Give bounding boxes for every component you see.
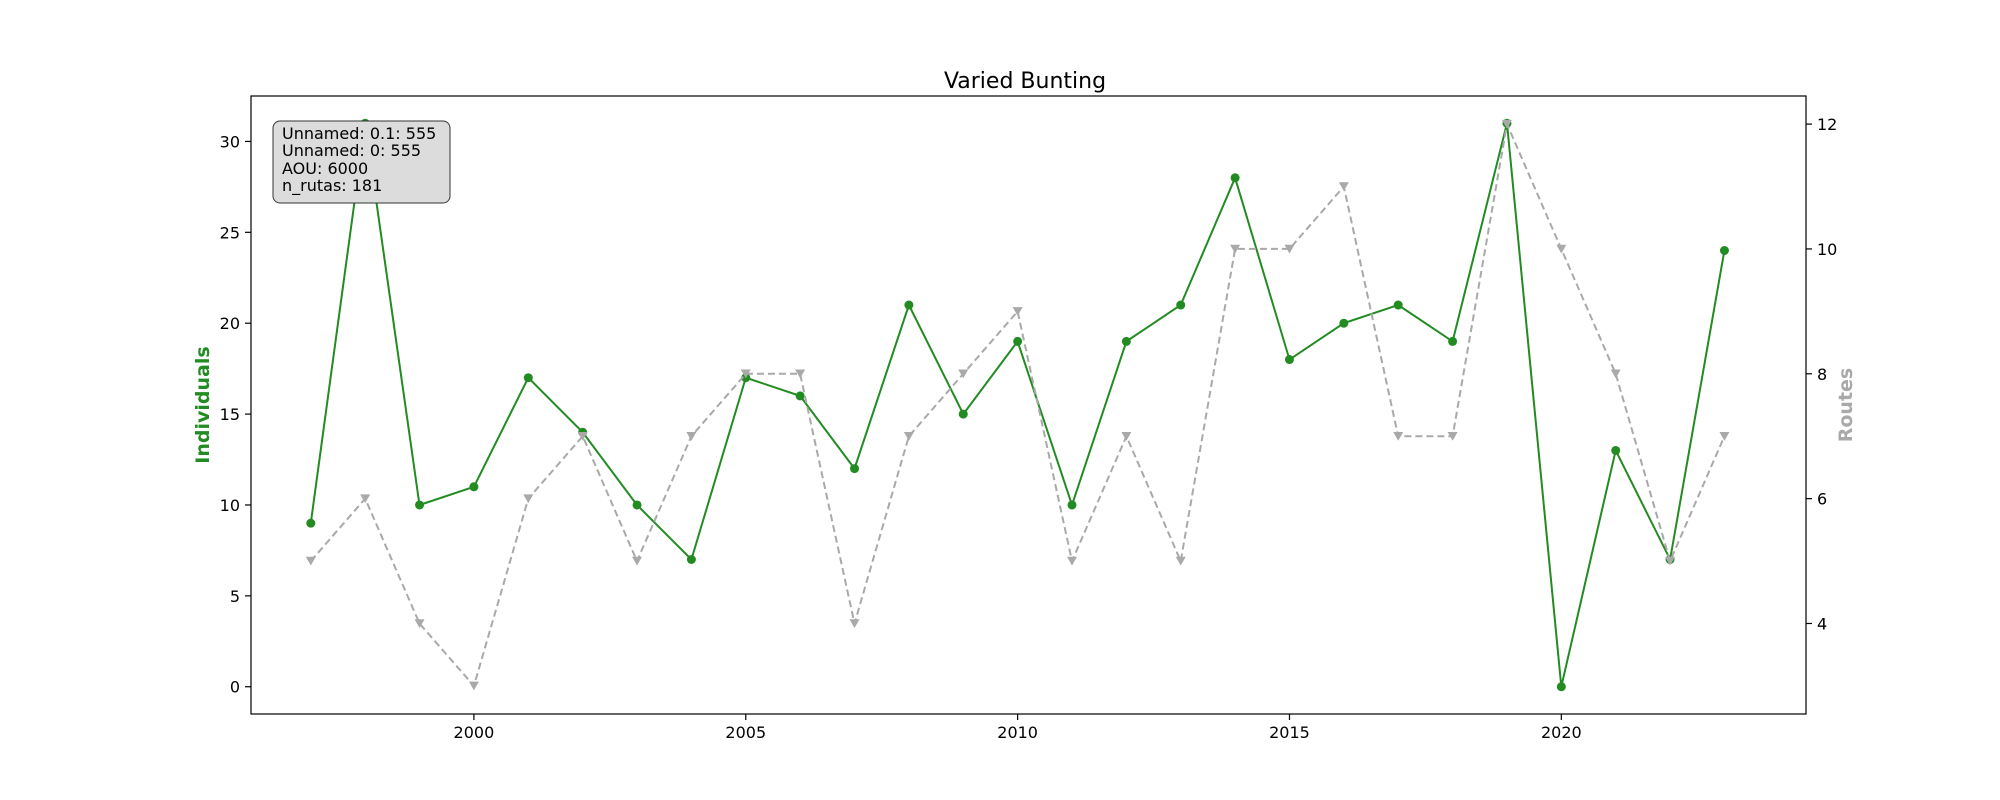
plot-frame [250,95,1807,715]
routes-point [740,369,751,379]
x-tick-label: 2000 [454,723,495,742]
individuals-point [1339,318,1349,328]
routes-point [305,556,316,566]
individuals-point [1176,300,1186,310]
individuals-point [1556,682,1566,692]
individuals-point [958,409,968,419]
y-right-tick-label: 4 [1817,614,1827,633]
individuals-point [1067,500,1077,510]
plot-area: 2000 2005 2010 2015 2020 0 5 10 15 20 25 30 4 6 8 10 12 [220,95,1837,742]
individuals-point [1013,336,1023,346]
routes-point [1447,431,1458,441]
individuals-point [904,300,914,310]
individuals-point [632,500,642,510]
y-right-tick-label: 10 [1817,240,1837,259]
individuals-series-line [309,123,1726,687]
individuals-point [1230,173,1240,183]
routes-point [1175,556,1186,566]
x-tick-label: 2015 [1269,723,1310,742]
individuals-point [523,373,533,383]
routes-point [523,494,534,504]
routes-point [958,369,969,379]
individuals-point [469,482,479,492]
routes-point [577,431,588,441]
x-tick-label: 2020 [1541,723,1582,742]
y-left-tick-label: 5 [230,587,240,606]
routes-point [1556,244,1567,254]
routes-point [632,556,643,566]
x-tick-label: 2005 [725,723,766,742]
routes-point [360,494,371,504]
routes-point [1230,244,1241,254]
individuals-point [850,464,860,474]
y-right-tick-label: 12 [1817,115,1837,134]
individuals-point [1719,246,1729,255]
y-left-tick-label: 15 [220,405,240,424]
routes-point [1012,307,1023,316]
individuals-point [1448,336,1458,346]
individuals-point [1284,355,1294,365]
individuals-point [1393,300,1403,310]
routes-series-line [310,120,1726,688]
y-left-tick-label: 20 [220,314,240,333]
routes-point [686,431,697,441]
routes-point [849,619,860,628]
routes-point [1121,431,1132,441]
y-axis-left-label: Individuals [192,346,214,463]
individuals-point [795,391,805,401]
routes-point [795,369,806,379]
y-right-tick-label: 6 [1817,490,1827,509]
routes-point [1501,119,1512,129]
routes-point [1665,556,1676,566]
info-line: Unnamed: 0.1: 555 [282,124,436,143]
info-box: Unnamed: 0.1: 555 Unnamed: 0: 555 AOU: 6… [272,120,451,204]
y-left-tick-label: 10 [220,496,240,515]
info-line: AOU: 6000 [282,159,368,178]
routes-point [1393,431,1404,441]
info-line: Unnamed: 0: 555 [282,141,421,160]
individuals-point [1611,445,1621,455]
y-right-tick-label: 8 [1817,365,1827,384]
y-left-tick-label: 30 [220,132,240,151]
routes-point [1610,369,1621,379]
routes-point [1066,556,1077,566]
routes-point [468,681,479,691]
routes-point [1719,431,1730,441]
routes-point [1338,182,1349,192]
y-left-tick-label: 0 [230,678,240,697]
y-axis-right-label: Routes [1835,368,1857,443]
info-line: n_rutas: 181 [282,176,382,196]
y-left-tick-label: 25 [220,223,240,242]
chart-title: Varied Bunting [944,69,1106,94]
routes-point [414,619,425,628]
individuals-point [1121,336,1131,346]
info-box-background [272,120,451,204]
x-tick-label: 2010 [997,723,1038,742]
individuals-point [306,518,316,528]
routes-point [1284,244,1295,254]
individuals-point [415,500,425,510]
routes-point [903,431,914,441]
individuals-point [686,555,696,564]
